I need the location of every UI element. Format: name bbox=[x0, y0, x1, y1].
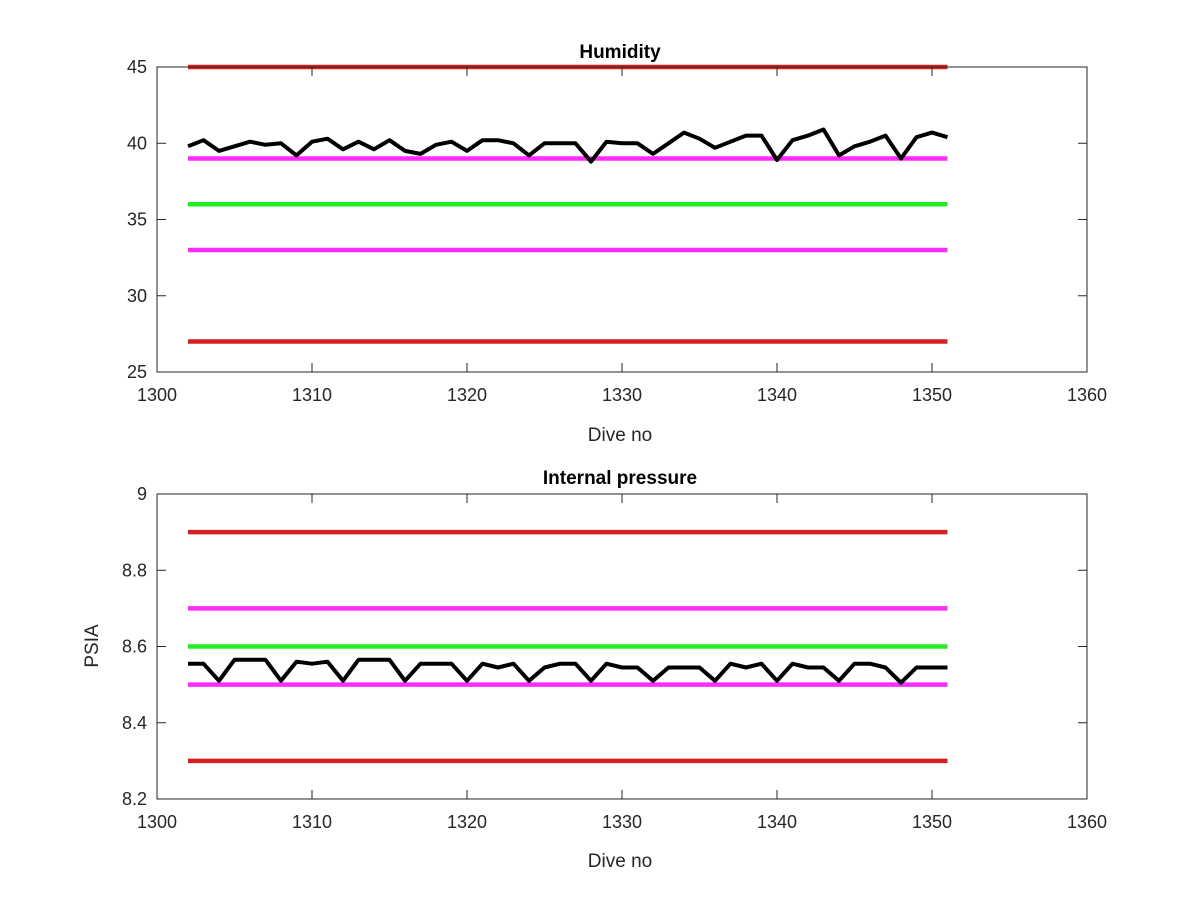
y-tick-label: 8.2 bbox=[122, 789, 147, 809]
x-tick-label: 1320 bbox=[447, 385, 487, 405]
x-tick-label: 1320 bbox=[447, 812, 487, 832]
x-axis-label: Dive no bbox=[588, 851, 652, 872]
y-axis-label: PSIA bbox=[82, 624, 103, 668]
plot-marks bbox=[187, 64, 949, 344]
x-tick-label: 1360 bbox=[1067, 385, 1107, 405]
plot-area-frame bbox=[156, 66, 1088, 373]
x-tick-label: 1340 bbox=[757, 812, 797, 832]
y-tick-label: 8.6 bbox=[122, 637, 147, 657]
y-tick-label: 9 bbox=[137, 484, 147, 504]
y-tick-label: 35 bbox=[127, 210, 147, 230]
axis-ticks: 1300 1310 1320 1330 1340 1350 1360 8.2 8.4 8.6 8.8… bbox=[122, 484, 1107, 832]
axis-ticks: 1300 1310 1320 1330 1340 1350 1360 25 30 35 40 45 bbox=[127, 57, 1107, 405]
y-tick-label: 8.4 bbox=[122, 713, 147, 733]
chart-title: Internal pressure bbox=[543, 468, 697, 489]
x-tick-label: 1330 bbox=[602, 385, 642, 405]
plot-marks bbox=[188, 529, 948, 764]
x-tick-label: 1300 bbox=[137, 812, 177, 832]
x-tick-label: 1310 bbox=[292, 812, 332, 832]
chart-title: Humidity bbox=[579, 42, 661, 63]
y-tick-label: 40 bbox=[127, 133, 147, 153]
x-tick-label: 1360 bbox=[1067, 812, 1107, 832]
y-tick-label: 8.8 bbox=[122, 560, 147, 580]
x-tick-label: 1330 bbox=[602, 812, 642, 832]
x-tick-label: 1350 bbox=[912, 812, 952, 832]
x-tick-label: 1300 bbox=[137, 385, 177, 405]
x-tick-label: 1310 bbox=[292, 385, 332, 405]
x-tick-label: 1350 bbox=[912, 385, 952, 405]
internal-pressure-chart: Internal pressure 1300 1310 1320 1330 1340 13… bbox=[82, 468, 1107, 872]
y-tick-label: 45 bbox=[127, 57, 147, 77]
humidity-chart: Humidity 1300 1310 1320 1330 1340 1350 1360 25 3… bbox=[127, 42, 1107, 446]
y-tick-label: 25 bbox=[127, 362, 147, 382]
data-series-line bbox=[188, 657, 948, 685]
y-tick-label: 30 bbox=[127, 286, 147, 306]
x-tick-label: 1340 bbox=[757, 385, 797, 405]
data-series-line bbox=[187, 127, 949, 164]
x-axis-label: Dive no bbox=[588, 425, 652, 446]
